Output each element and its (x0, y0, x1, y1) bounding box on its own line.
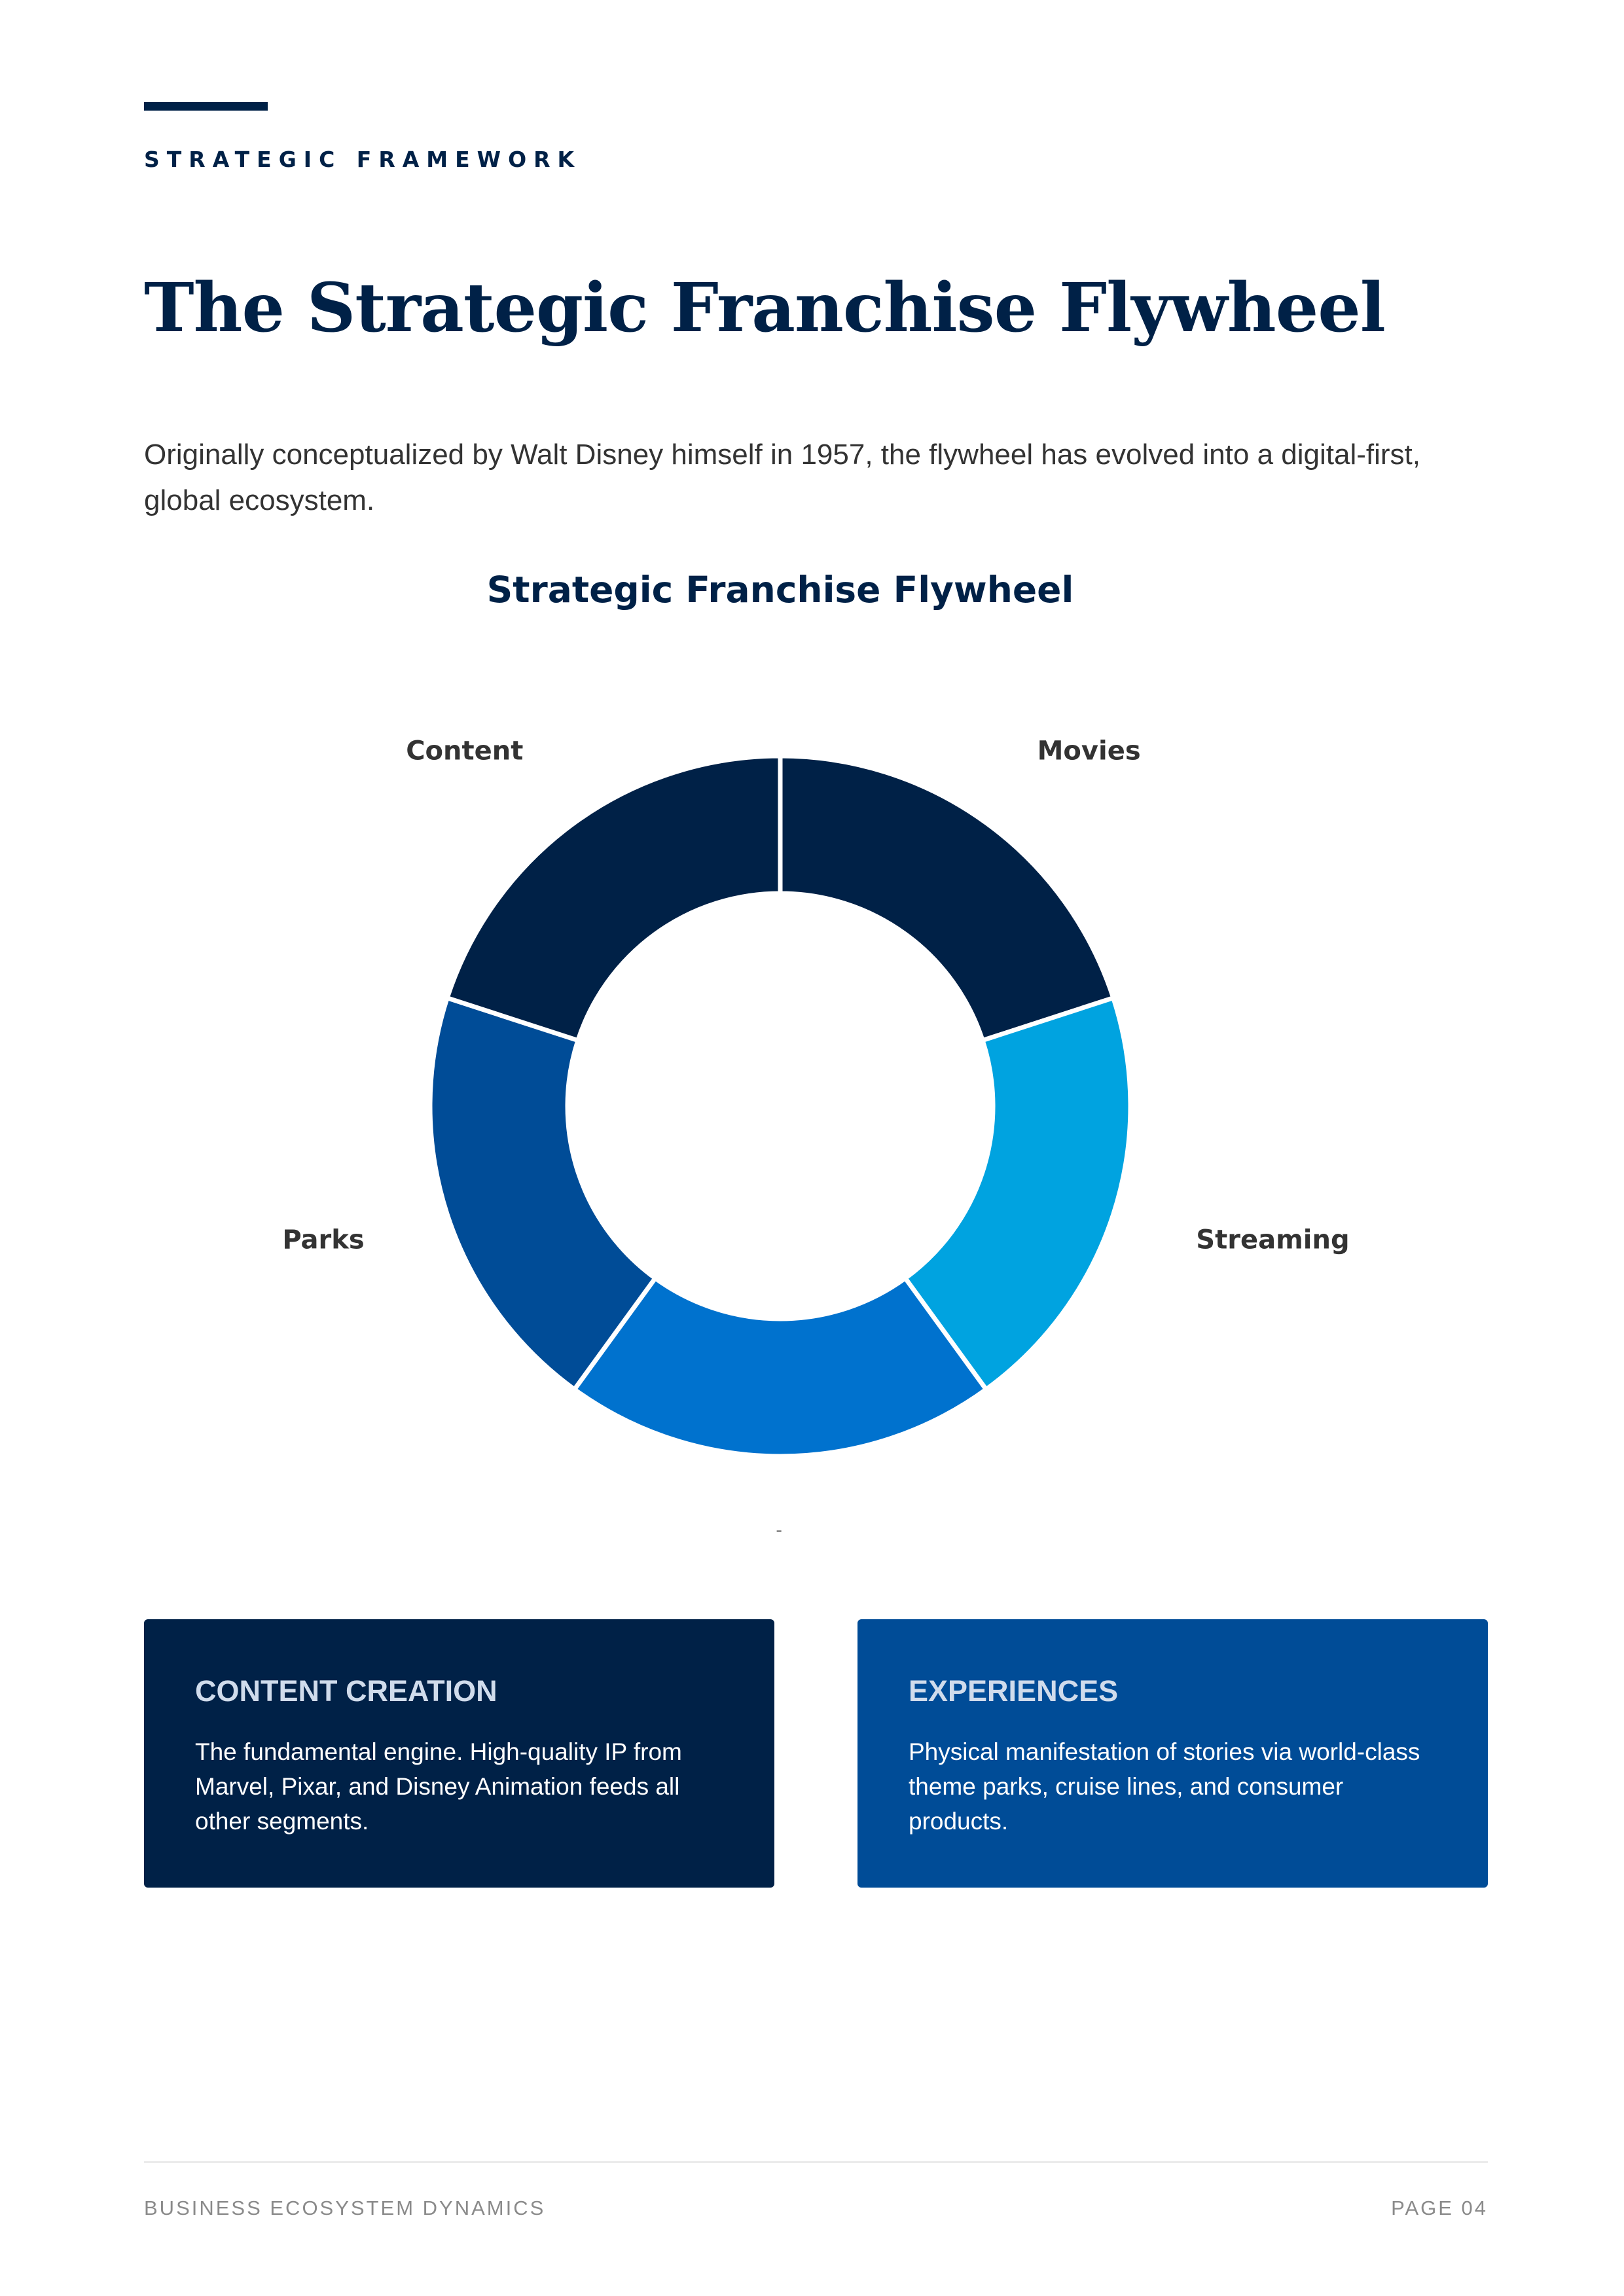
slice-label-content: Content (406, 736, 523, 766)
slice-label-products: Products (715, 1527, 846, 1532)
slice-label-parks: Parks (282, 1225, 364, 1255)
slice-label-streaming: Streaming (1196, 1225, 1349, 1255)
card-title: EXPERIENCES (909, 1674, 1119, 1708)
footer-divider (144, 2161, 1488, 2163)
accent-bar (144, 102, 268, 111)
slice-parks (427, 996, 658, 1392)
slice-label-movies: Movies (1038, 736, 1141, 766)
card-text: The fundamental engine. High-quality IP … (195, 1738, 682, 1835)
flywheel-donut-chart: Strategic Franchise Flywheel Movies Strea… (282, 569, 1349, 1532)
slice-content (444, 753, 783, 1043)
donut-slices (427, 753, 1133, 1459)
page-title: The Strategic Franchise Flywheel (144, 268, 1386, 348)
slice-movies (778, 753, 1116, 1043)
chart-title: Strategic Franchise Flywheel (487, 569, 1074, 611)
section-eyebrow: STRATEGIC FRAMEWORK (144, 147, 582, 172)
footer-page-number: PAGE 04 (1391, 2197, 1488, 2219)
content-creation-card: CONTENT CREATION The fundamental engine.… (144, 1619, 774, 1888)
card-text: Physical manifestation of stories via wo… (909, 1738, 1420, 1835)
intro-paragraph: Originally conceptualized by Walt Disney… (144, 439, 1420, 516)
footer-document-title: BUSINESS ECOSYSTEM DYNAMICS (144, 2197, 546, 2219)
slice-labels: Movies Streaming Products Parks Content (282, 736, 1349, 1532)
card-title: CONTENT CREATION (195, 1674, 497, 1708)
experiences-card: EXPERIENCES Physical manifestation of st… (857, 1619, 1488, 1888)
slice-streaming (903, 996, 1133, 1392)
slice-products (572, 1276, 988, 1459)
